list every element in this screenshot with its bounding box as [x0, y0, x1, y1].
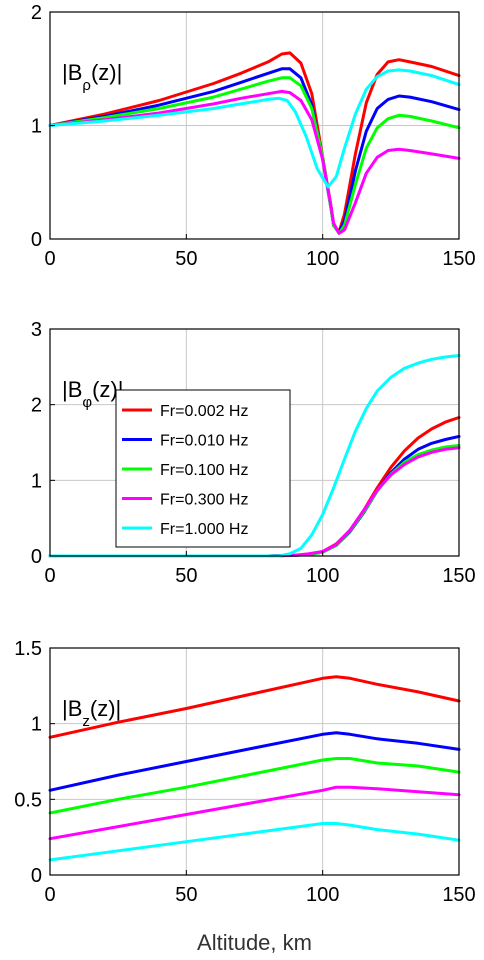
y-tick-label: 1 — [31, 714, 42, 736]
y-tick-label: 1 — [31, 470, 42, 492]
x-tick-label: 150 — [442, 248, 475, 270]
plot-area — [50, 648, 459, 875]
series-line-4 — [48, 89, 461, 235]
y-tick-label: 0 — [31, 865, 42, 887]
x-tick-label: 100 — [306, 565, 339, 587]
x-tick-label: 100 — [306, 248, 339, 270]
series-line-5 — [48, 822, 461, 862]
legend-entry: Fr=1.000 Hz — [160, 521, 248, 538]
panel-label: |Bz(z)| — [62, 696, 121, 730]
x-tick-label: 50 — [175, 884, 197, 906]
y-tick-label: 0.5 — [14, 789, 42, 811]
y-tick-label: 1 — [31, 116, 42, 138]
y-tick-label: 0 — [31, 229, 42, 251]
y-tick-label: 2 — [31, 2, 42, 24]
y-tick-label: 2 — [31, 395, 42, 417]
series-line-4 — [48, 446, 461, 558]
x-axis-label: Altitude, km — [197, 930, 312, 955]
x-tick-label: 0 — [44, 884, 55, 906]
series-line-5 — [48, 68, 461, 189]
series-line-5 — [48, 354, 461, 558]
panel-3: 0 50 100 150 0 0.5 1 1.5 |Bz(z)| Altitude, km — [14, 638, 476, 955]
panel-1: 0 50 100 150 0 1 2 |Bρ(z)| — [31, 2, 476, 270]
y-tick-label: 0 — [31, 546, 42, 568]
x-tick-label: 50 — [175, 565, 197, 587]
x-tick-label: 150 — [442, 884, 475, 906]
legend-entry: Fr=0.002 Hz — [160, 403, 248, 420]
x-tick-label: 50 — [175, 248, 197, 270]
y-tick-label: 1.5 — [14, 638, 42, 660]
series-line-1 — [48, 675, 461, 739]
series-line-3 — [48, 757, 461, 815]
x-tick-label: 0 — [44, 248, 55, 270]
axes-frame — [49, 328, 460, 557]
x-tick-label: 150 — [442, 565, 475, 587]
panel-label: |Bρ(z)| — [62, 60, 122, 94]
legend-entry: Fr=0.010 Hz — [160, 433, 248, 450]
axes-frame — [49, 647, 460, 876]
legend-entry: Fr=0.300 Hz — [160, 492, 248, 509]
legend-entry: Fr=0.100 Hz — [160, 462, 248, 479]
legend: Fr=0.002 Hz Fr=0.010 Hz Fr=0.100 Hz Fr=0.30… — [115, 389, 291, 548]
series-line-4 — [48, 785, 461, 841]
x-tick-label: 0 — [44, 565, 55, 587]
series-line-2 — [48, 731, 461, 792]
y-tick-label: 3 — [31, 319, 42, 341]
x-tick-label: 100 — [306, 884, 339, 906]
